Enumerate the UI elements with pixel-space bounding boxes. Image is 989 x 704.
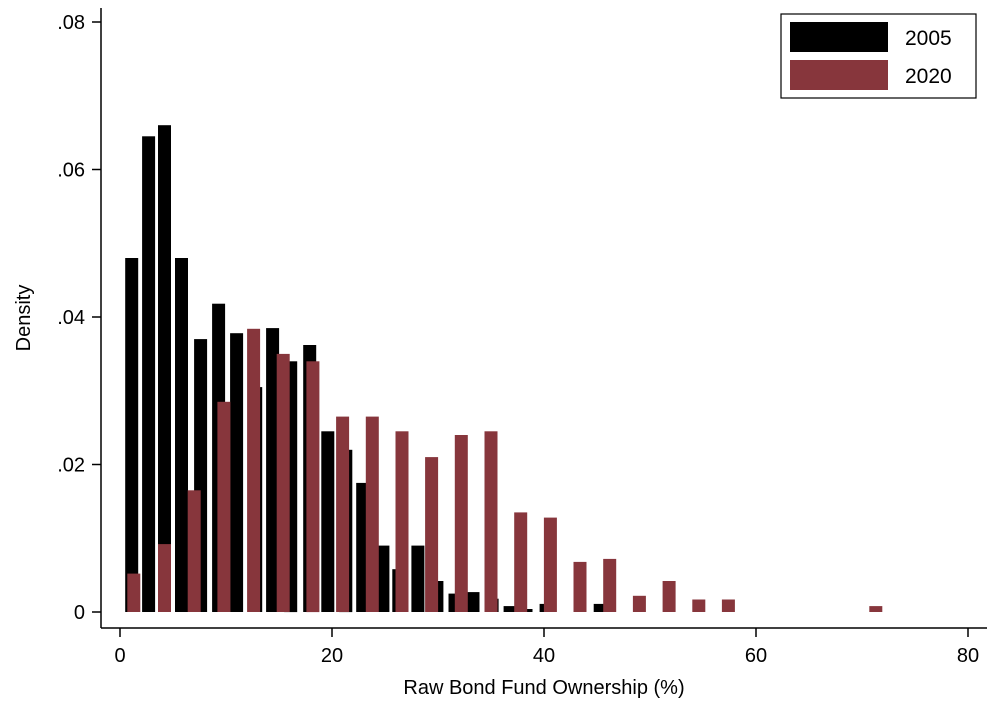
bar-2005-2 [158,125,171,612]
bar-2020-13 [514,512,528,612]
bar-2005-0 [125,258,139,612]
legend-swatch-2020 [790,60,888,90]
bar-2005-3 [175,258,188,612]
bar-2020-18 [662,581,676,612]
bar-2005-16 [411,545,425,612]
bar-2020-14 [543,517,557,612]
bar-2020-20 [721,599,735,612]
x-axis-title: Raw Bond Fund Ownership (%) [403,677,684,699]
x-tick-label: 40 [533,645,555,667]
x-axis-ticks: 0 20 40 60 80 [114,628,979,667]
bar-2020-3 [217,401,231,612]
bar-2005-19 [466,592,480,612]
bar-2020-4 [247,328,261,612]
y-axis-title: Density [13,285,35,352]
y-tick-label: .06 [57,160,85,182]
bar-2020-16 [603,558,617,612]
x-tick-label: 60 [745,645,767,667]
bar-2020-11 [454,435,468,612]
x-tick-label: 80 [957,645,979,667]
bar-2005-6 [230,333,244,612]
bar-2020-19 [692,599,706,612]
y-tick-label: .08 [57,12,85,34]
bar-2020-9 [395,431,409,612]
y-tick-label: .04 [57,307,85,329]
bar-2005-1 [142,136,156,613]
x-tick-label: 20 [321,645,343,667]
y-tick-label: .02 [57,455,85,477]
bar-2005-11 [321,431,335,612]
bar-2020-0 [127,573,141,612]
x-tick-label: 0 [114,645,125,667]
bar-2005-21 [503,606,517,612]
bar-2020-1 [158,544,171,612]
legend-swatch-2005 [790,22,888,52]
bar-2020-7 [336,416,350,612]
legend: 2005 2020 [780,13,977,99]
bar-2020-17 [632,595,646,612]
bar-2020-15 [573,561,587,612]
bar-2020-10 [425,457,439,612]
bar-2005-14 [376,545,390,612]
bar-2020-21 [869,606,883,612]
bars-2020-series [127,328,883,613]
bar-2020-8 [365,416,379,612]
bar-2005-24 [593,603,607,612]
legend-label-2020: 2020 [905,65,952,88]
bar-2005-8 [266,328,280,612]
bar-2020-12 [484,431,498,612]
bar-2020-5 [276,353,290,612]
y-axis-ticks: 0 .02 .04 .06 .08 [57,12,101,624]
legend-label-2005: 2005 [905,27,952,50]
y-tick-label: 0 [74,602,85,624]
bar-2020-6 [306,361,320,613]
bar-2020-2 [187,490,201,612]
